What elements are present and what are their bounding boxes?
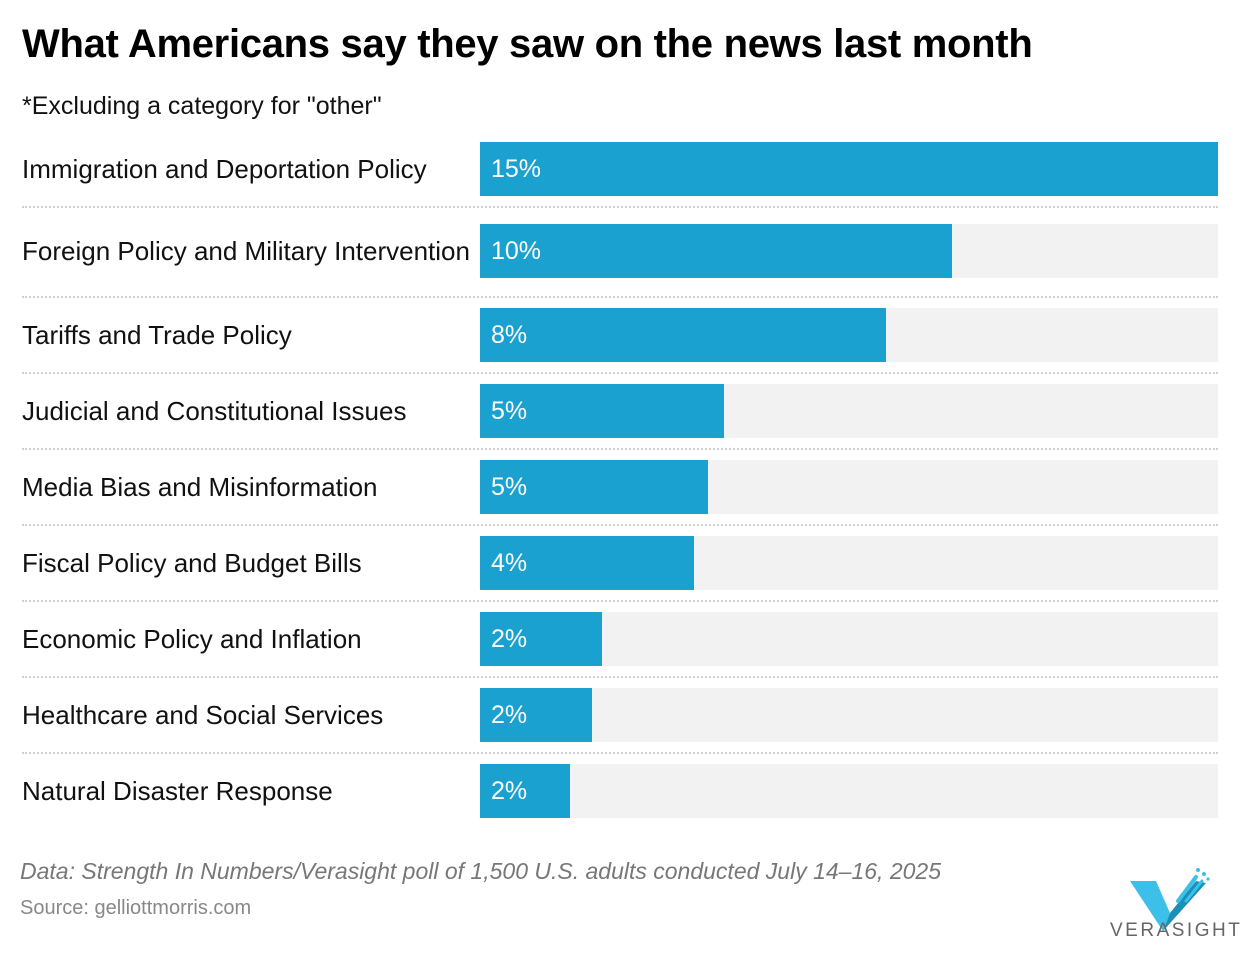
bar xyxy=(480,764,571,818)
bar-track: 15% xyxy=(480,142,1218,196)
bar xyxy=(480,612,603,666)
bar-track: 8% xyxy=(480,308,1218,362)
verasight-logo-icon xyxy=(1130,868,1210,931)
row-divider xyxy=(22,296,1218,298)
value-label: 4% xyxy=(491,549,528,577)
row-divider xyxy=(22,524,1218,526)
category-label: Fiscal Policy and Budget Bills xyxy=(22,548,362,578)
bar-track: 2% xyxy=(480,764,1218,818)
row-divider xyxy=(22,676,1218,678)
row-divider xyxy=(22,448,1218,450)
bar-track: 5% xyxy=(480,384,1218,438)
value-label: 2% xyxy=(491,701,528,729)
category-label: Natural Disaster Response xyxy=(22,776,333,806)
bar xyxy=(480,688,593,742)
chart-subtitle: *Excluding a category for "other" xyxy=(22,92,382,120)
row-divider xyxy=(22,206,1218,208)
chart-title: What Americans say they saw on the news … xyxy=(22,22,1033,66)
value-label: 10% xyxy=(491,237,542,265)
bar xyxy=(480,384,725,438)
category-label: Judicial and Constitutional Issues xyxy=(22,396,407,426)
value-label: 2% xyxy=(491,777,528,805)
category-label: Healthcare and Social Services xyxy=(22,700,384,730)
bar-track: 4% xyxy=(480,536,1218,590)
bar-track: 10% xyxy=(480,224,1218,278)
data-note: Data: Strength In Numbers/Verasight poll… xyxy=(20,858,941,884)
row-divider xyxy=(22,752,1218,754)
bar xyxy=(480,224,953,278)
source-note: Source: gelliottmorris.com xyxy=(20,897,252,919)
logo-text: VERASIGHT xyxy=(1110,920,1240,941)
value-label: 8% xyxy=(491,321,528,349)
bar xyxy=(480,308,886,362)
category-label: Tariffs and Trade Policy xyxy=(22,320,292,350)
bar xyxy=(480,460,708,514)
value-label: 5% xyxy=(491,397,528,425)
value-label: 5% xyxy=(491,473,528,501)
bar xyxy=(480,536,695,590)
bar-track: 5% xyxy=(480,460,1218,514)
bar xyxy=(480,142,1218,196)
category-label: Economic Policy and Inflation xyxy=(22,624,362,654)
row-divider xyxy=(22,372,1218,374)
bar-track: 2% xyxy=(480,688,1218,742)
value-label: 15% xyxy=(491,155,542,183)
category-label: Foreign Policy and Military Intervention xyxy=(22,236,470,266)
value-label: 2% xyxy=(491,625,528,653)
category-label: Immigration and Deportation Policy xyxy=(22,154,427,184)
category-label: Media Bias and Misinformation xyxy=(22,472,378,502)
row-divider xyxy=(22,600,1218,602)
bar-track: 2% xyxy=(480,612,1218,666)
